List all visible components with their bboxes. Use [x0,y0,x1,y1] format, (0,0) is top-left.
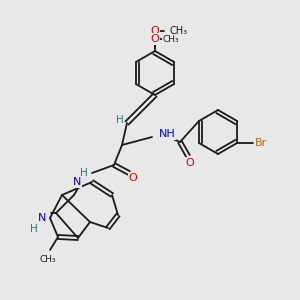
Text: O: O [151,34,159,44]
Text: CH₃: CH₃ [40,254,56,263]
Text: N: N [38,213,46,223]
Text: Br: Br [255,138,267,148]
Text: CH₃: CH₃ [163,34,179,43]
Text: N: N [73,177,81,187]
Text: H: H [116,115,124,125]
Text: O: O [129,173,137,183]
Text: CH₃: CH₃ [169,26,187,36]
Text: NH: NH [159,129,176,139]
Text: H: H [30,224,38,234]
Text: O: O [151,26,159,36]
Text: O: O [186,158,194,168]
Text: H: H [80,168,88,178]
